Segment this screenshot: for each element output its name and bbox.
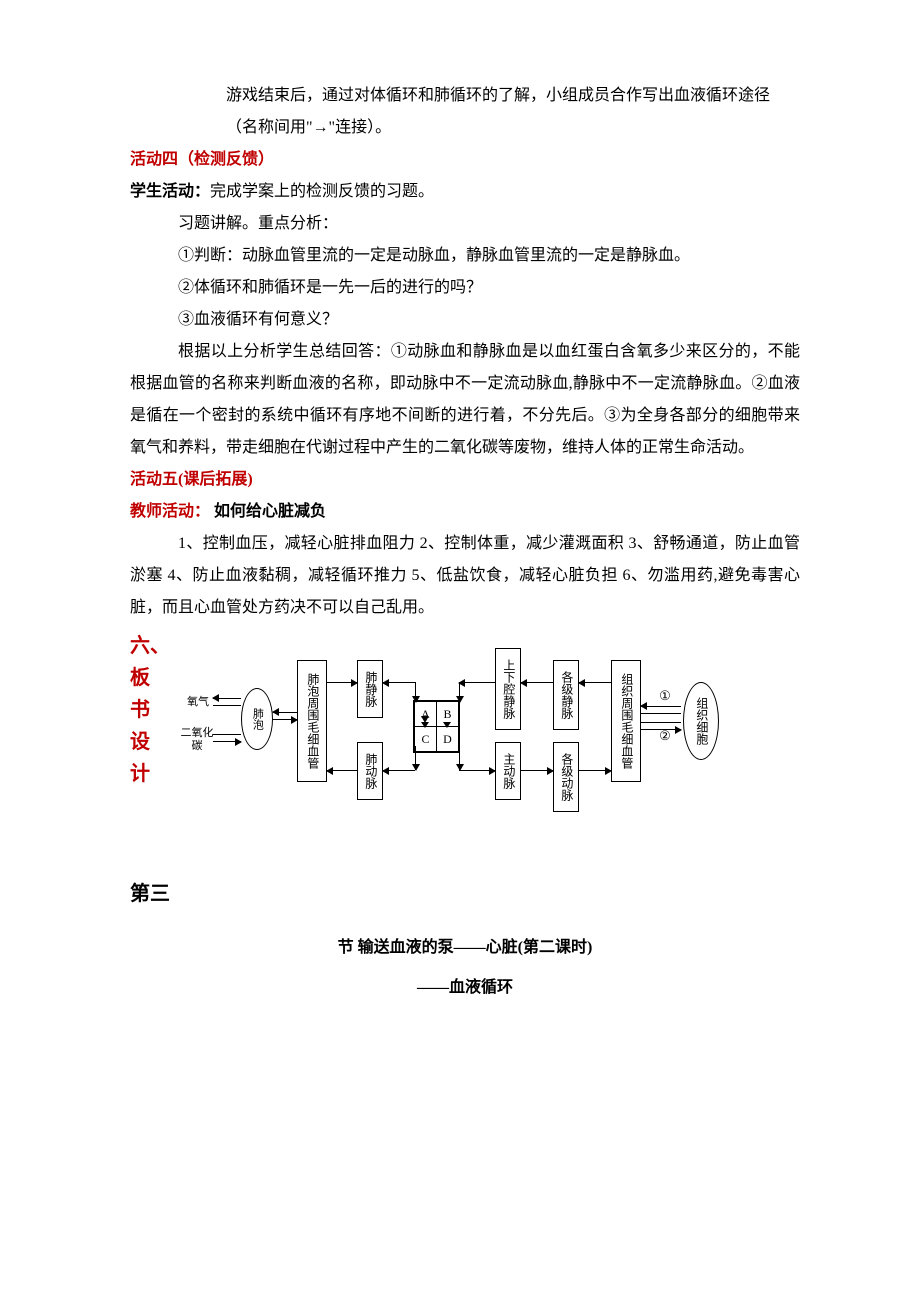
question-1: ①判断：动脉血管里流的一定是动脉血，静脉血管里流的一定是静脉血。 xyxy=(130,240,800,272)
arrow-C-to-pulmart xyxy=(383,770,415,771)
exercise-intro: 习题讲解。重点分析： xyxy=(130,208,800,240)
arrow-tissue-exchange-2 xyxy=(641,722,681,730)
node-tissue-cell: 组织细胞 xyxy=(683,682,719,760)
student-activity-text: 完成学案上的检测反馈的习题。 xyxy=(210,183,434,200)
label-co2: 二氧化碳 xyxy=(177,726,217,754)
tips-paragraph: 1、控制血压，减轻心脏排血阻力 2、控制体重，减少灌溉面积 3、舒畅通道，防止血… xyxy=(130,528,800,624)
arrow-arteries-to-cap xyxy=(579,770,611,771)
teacher-activity-text: 如何给心脏减负 xyxy=(210,503,326,520)
student-activity-label: 学生活动： xyxy=(130,183,210,200)
section-title: 节 输送血液的泵——心脏(第二课时) xyxy=(130,932,800,964)
label-oxygen: 氧气 xyxy=(181,694,215,710)
label-circle-1: ① xyxy=(655,686,675,706)
question-2: ②体循环和肺循环是一先一后的进行的吗？ xyxy=(130,272,800,304)
third-label: 第三 xyxy=(130,874,800,914)
line-D-down xyxy=(459,746,460,770)
analysis-paragraph: 根据以上分析学生总结回答：①动脉血和静脉血是以血红蛋白含氧多少来区分的，不能根据… xyxy=(130,336,800,464)
arrow-co2 xyxy=(213,734,241,742)
node-aorta: 主动脉 xyxy=(495,742,521,800)
node-veins: 各级静脉 xyxy=(553,660,579,730)
student-activity-line: 学生活动：完成学案上的检测反馈的习题。 xyxy=(130,176,800,208)
section-subtitle: ——血液循环 xyxy=(130,972,800,1004)
line-C-down xyxy=(415,746,416,770)
diagram-container: 六、板书设计 氧气 二氧化碳 肺泡 肺泡周围毛细血管 肺静脉 肺动脉 xyxy=(130,630,800,880)
document-page: 游戏结束后，通过对体循环和肺循环的了解，小组成员合作写出血液循环途径（名称间用"… xyxy=(0,0,920,1124)
heart-D: D xyxy=(437,727,459,752)
activity-5-heading: 活动五(课后拓展) xyxy=(130,464,800,496)
arrow-AtoC xyxy=(421,722,429,728)
activity-4-heading: 活动四（检测反馈） xyxy=(130,144,800,176)
node-lung: 肺泡 xyxy=(241,688,273,750)
arrow-aorta-to-arteries xyxy=(521,770,553,771)
arrow-tissue-exchange-1 xyxy=(641,706,681,714)
arrow-vein-seg1 xyxy=(383,682,415,683)
node-tissue-capillary: 组织周围毛细血管 xyxy=(611,660,641,782)
blood-circulation-diagram: 氧气 二氧化碳 肺泡 肺泡周围毛细血管 肺静脉 肺动脉 AB CD xyxy=(185,630,805,870)
arrow-cap-to-vein xyxy=(327,682,357,683)
node-vena-cava: 上下腔静脉 xyxy=(495,648,521,730)
arrow-venacava-to-B xyxy=(459,682,495,683)
line-vein-down xyxy=(415,682,416,702)
arrow-artery-to-cap xyxy=(327,770,357,771)
question-3: ③血液循环有何意义？ xyxy=(130,304,800,336)
arrow-oxygen xyxy=(213,698,241,706)
line-to-B xyxy=(459,682,460,702)
heart-C: C xyxy=(415,727,437,752)
arrow-veins-to-venacava xyxy=(521,682,553,683)
intro-paragraph: 游戏结束后，通过对体循环和肺循环的了解，小组成员合作写出血液循环途径（名称间用"… xyxy=(130,80,800,144)
arrow-D-to-aorta xyxy=(459,770,495,771)
board-design-label: 六、板书设计 xyxy=(130,630,166,790)
node-pulmonary-vein: 肺静脉 xyxy=(357,660,383,718)
arrow-cap-to-veins xyxy=(579,682,611,683)
arrow-lung-cap xyxy=(273,712,297,720)
teacher-activity-label: 教师活动： xyxy=(130,503,210,520)
arrow-BtoD xyxy=(443,722,451,728)
node-arteries: 各级动脉 xyxy=(553,742,579,812)
node-pulmonary-artery: 肺动脉 xyxy=(357,742,383,800)
teacher-activity-line: 教师活动： 如何给心脏减负 xyxy=(130,496,800,528)
node-lung-capillary: 肺泡周围毛细血管 xyxy=(297,660,327,782)
